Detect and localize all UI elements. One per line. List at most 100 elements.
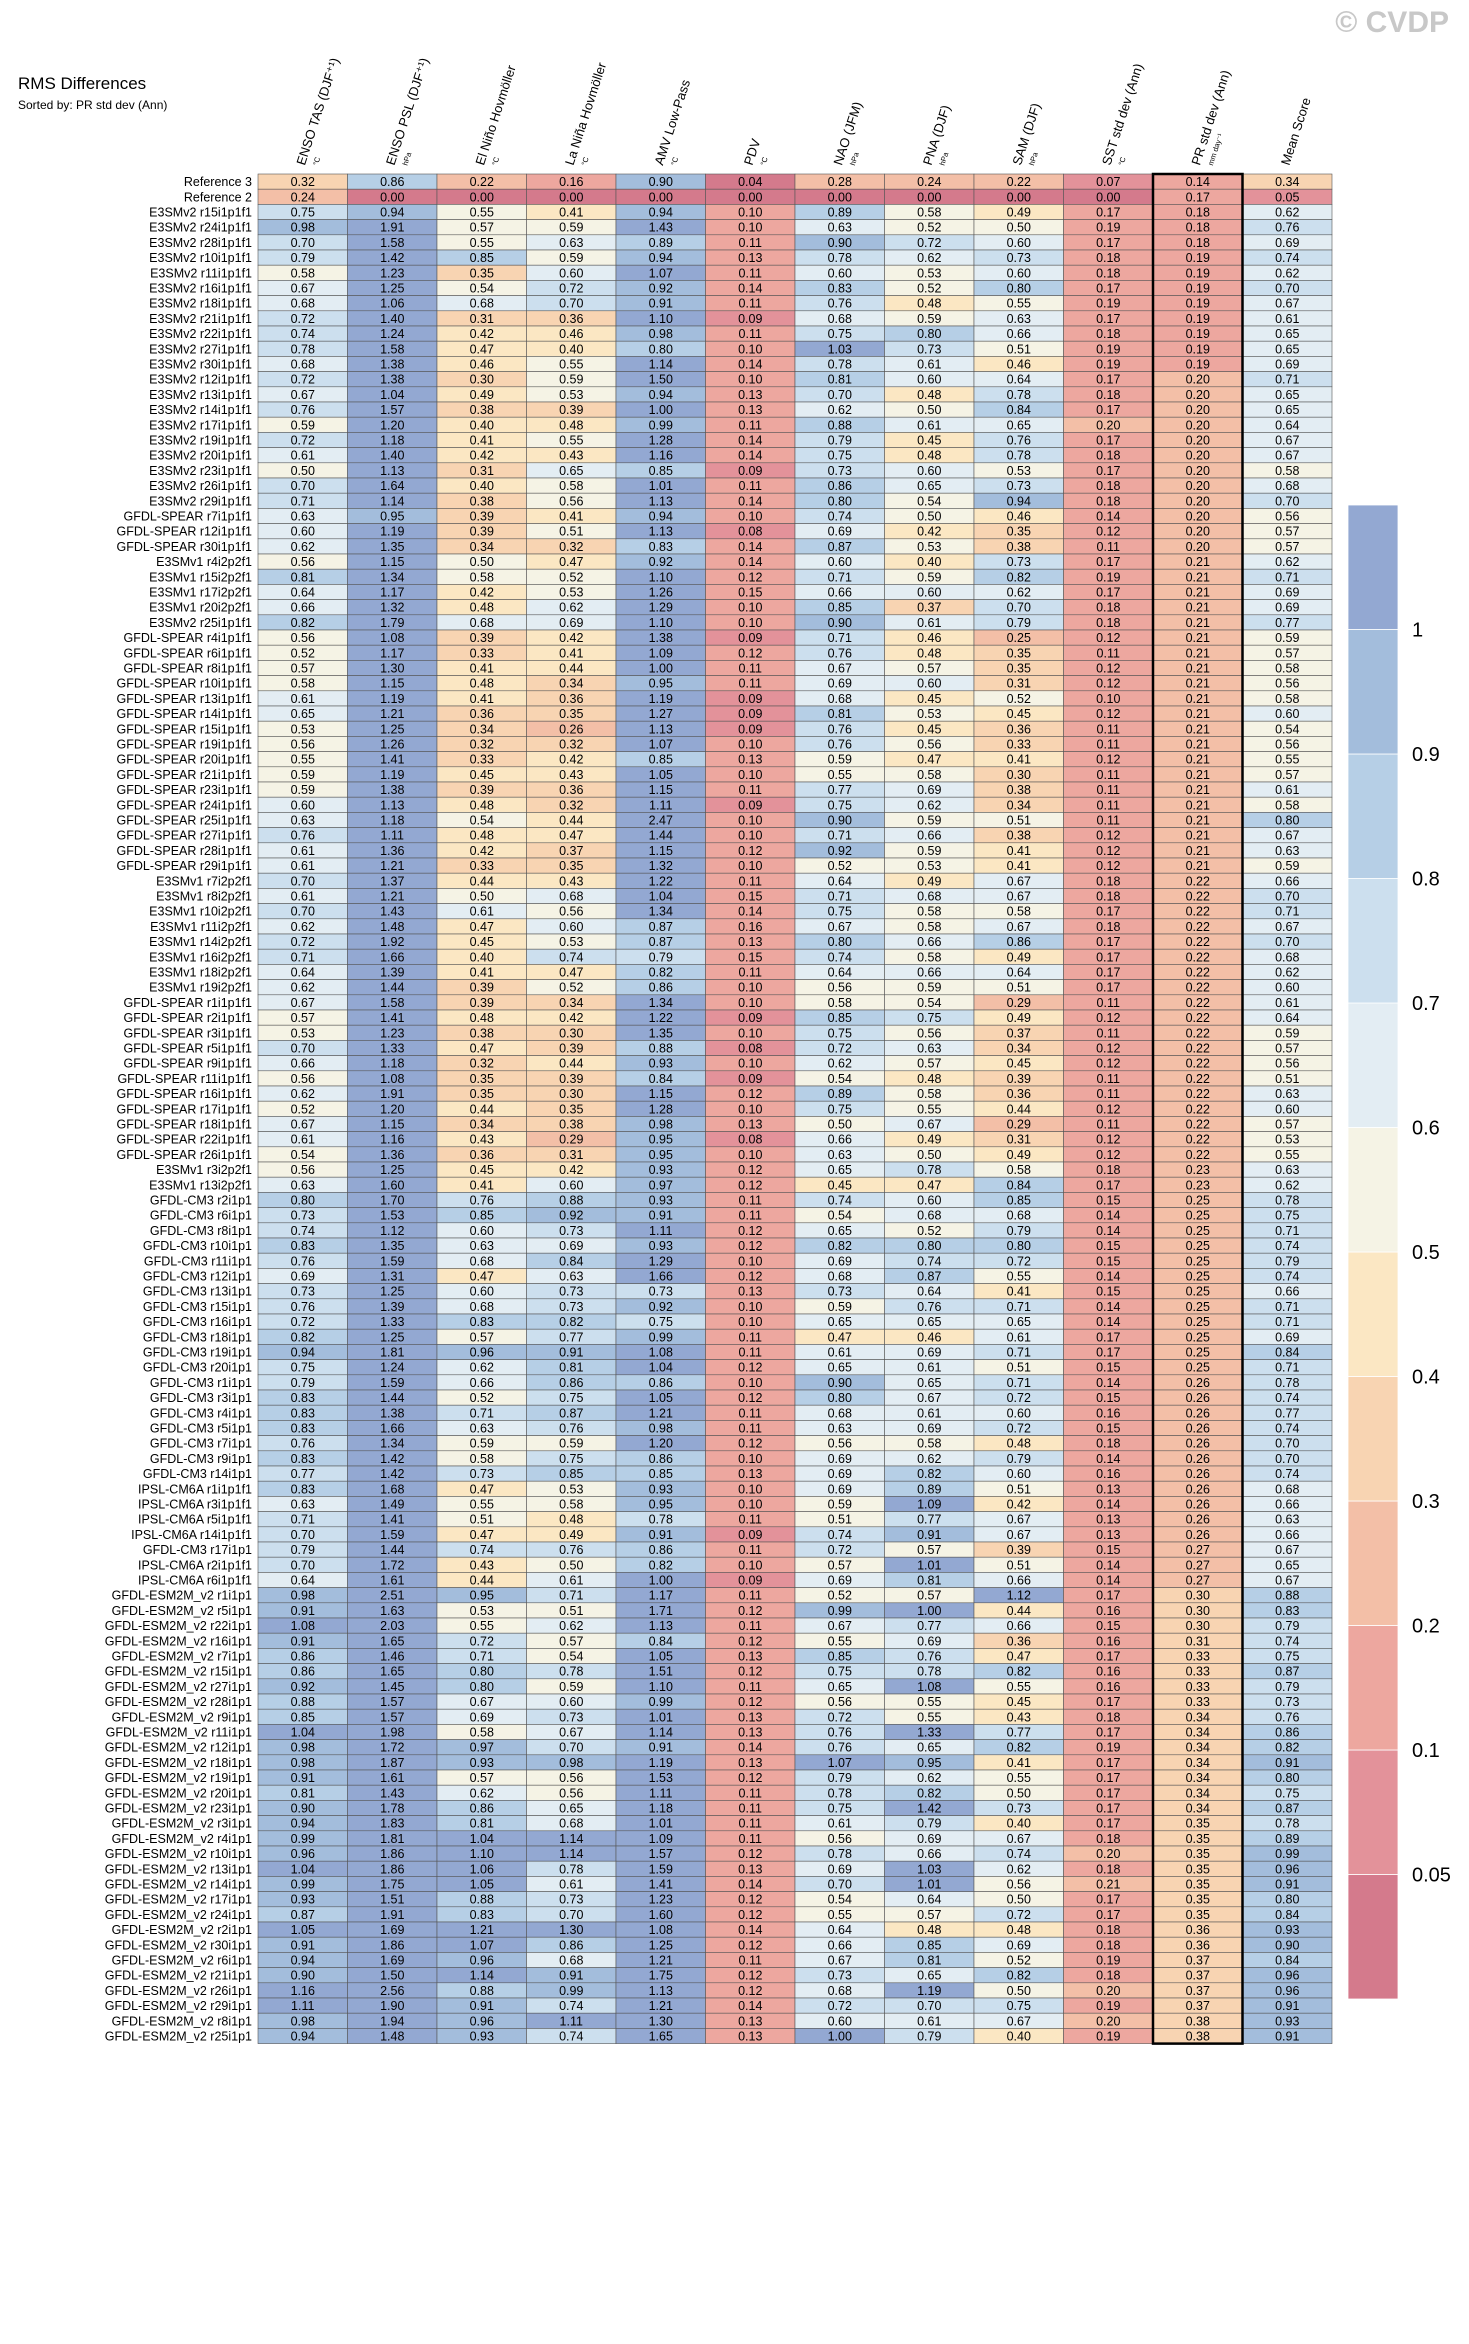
cell-value: 0.74 xyxy=(1275,1634,1299,1648)
cell-value: 0.14 xyxy=(738,1741,762,1755)
cell-value: 0.36 xyxy=(559,312,583,326)
cell-value: 0.16 xyxy=(1096,1680,1120,1694)
row-label: GFDL-CM3 r13i1p1 xyxy=(143,1285,252,1299)
cell-value: 0.53 xyxy=(917,540,941,554)
cell-value: 0.90 xyxy=(828,814,852,828)
cell-value: 0.12 xyxy=(1096,707,1120,721)
cell-value: 0.68 xyxy=(828,312,852,326)
cell-value: 0.72 xyxy=(828,1543,852,1557)
cell-value: 1.40 xyxy=(380,312,404,326)
cell-value: 1.46 xyxy=(380,1650,404,1664)
cell-value: 1.35 xyxy=(380,1239,404,1253)
cell-value: 1.50 xyxy=(380,1969,404,1983)
cell-value: 0.63 xyxy=(1275,844,1299,858)
cell-value: 0.52 xyxy=(828,859,852,873)
cell-value: 0.76 xyxy=(917,1650,941,1664)
cell-value: 0.17 xyxy=(1096,1817,1120,1831)
cell-value: 0.64 xyxy=(1275,1011,1299,1025)
cell-value: 0.91 xyxy=(559,1346,583,1360)
cell-value: 0.54 xyxy=(828,1072,852,1086)
colorbar-tick-label: 0.7 xyxy=(1412,993,1440,1015)
cell-value: 0.25 xyxy=(1186,1224,1210,1238)
cell-value: 1.19 xyxy=(649,1756,673,1770)
cell-value: 0.50 xyxy=(828,1118,852,1132)
cell-value: 0.69 xyxy=(1275,236,1299,250)
cell-value: 0.57 xyxy=(917,1543,941,1557)
cell-value: 0.15 xyxy=(738,890,762,904)
cell-value: 0.65 xyxy=(559,464,583,478)
cell-value: 0.32 xyxy=(559,798,583,812)
cell-value: 0.44 xyxy=(470,1574,494,1588)
cell-value: 0.70 xyxy=(1275,494,1299,508)
row-label: GFDL-SPEAR r5i1p1f1 xyxy=(123,1042,252,1056)
cell-value: 0.76 xyxy=(291,829,315,843)
cell-value: 0.11 xyxy=(739,1680,762,1694)
cell-value: 1.23 xyxy=(649,1893,673,1907)
cell-value: 0.23 xyxy=(1186,1178,1210,1192)
cell-value: 0.38 xyxy=(1007,829,1031,843)
cell-value: 0.62 xyxy=(470,1786,494,1800)
cell-value: 0.17 xyxy=(1096,236,1120,250)
cell-value: 0.19 xyxy=(1096,1999,1120,2013)
cell-value: 0.45 xyxy=(917,722,941,736)
cell-value: 1.35 xyxy=(380,540,404,554)
cell-value: 0.89 xyxy=(828,206,852,220)
cell-value: 1.01 xyxy=(917,1558,941,1572)
cell-value: 0.31 xyxy=(1186,1634,1210,1648)
cell-value: 1.48 xyxy=(380,920,404,934)
cell-value: 0.64 xyxy=(1007,966,1031,980)
cell-value: 0.67 xyxy=(828,1954,852,1968)
cell-value: 0.20 xyxy=(1186,464,1210,478)
cell-value: 0.87 xyxy=(828,540,852,554)
cell-value: 0.60 xyxy=(1275,1102,1299,1116)
cell-value: 0.13 xyxy=(738,753,762,767)
cell-value: 1.42 xyxy=(917,1802,941,1816)
cell-value: 0.51 xyxy=(1007,981,1031,995)
cell-value: 0.57 xyxy=(917,1057,941,1071)
cell-value: 0.12 xyxy=(738,570,762,584)
cell-value: 0.66 xyxy=(1007,1574,1031,1588)
cell-value: 0.86 xyxy=(1007,935,1031,949)
cell-value: 0.66 xyxy=(917,829,941,843)
cell-value: 1.11 xyxy=(381,829,404,843)
cell-value: 0.21 xyxy=(1186,631,1210,645)
cell-value: 0.42 xyxy=(470,449,494,463)
cell-value: 0.63 xyxy=(1275,1163,1299,1177)
cell-value: 0.60 xyxy=(917,464,941,478)
row-label: GFDL-ESM2M_v2 r12i1p1 xyxy=(105,1741,252,1755)
cell-value: 0.11 xyxy=(739,236,762,250)
row-label: GFDL-ESM2M_v2 r24i1p1 xyxy=(105,1908,252,1922)
cell-value: 0.64 xyxy=(291,586,315,600)
cell-value: 1.35 xyxy=(649,1026,673,1040)
cell-value: 1.75 xyxy=(380,1878,404,1892)
cell-value: 0.59 xyxy=(917,814,941,828)
cell-value: 0.55 xyxy=(470,1619,494,1633)
cell-value: 1.33 xyxy=(380,1315,404,1329)
cell-value: 0.64 xyxy=(917,1285,941,1299)
cell-value: 0.59 xyxy=(559,373,583,387)
cell-value: 0.26 xyxy=(1186,1528,1210,1542)
cell-value: 0.79 xyxy=(291,251,315,265)
cell-value: 0.43 xyxy=(470,1558,494,1572)
cell-value: 0.97 xyxy=(649,1178,673,1192)
cell-value: 0.71 xyxy=(559,1589,583,1603)
cell-value: 0.62 xyxy=(1275,555,1299,569)
cell-value: 0.00 xyxy=(559,190,583,204)
cell-value: 1.10 xyxy=(649,570,673,584)
cell-value: 0.25 xyxy=(1186,1330,1210,1344)
cell-value: 0.34 xyxy=(1186,1786,1210,1800)
row-label: GFDL-SPEAR r19i1p1f1 xyxy=(117,738,253,752)
cell-value: 0.86 xyxy=(291,1650,315,1664)
cell-value: 0.63 xyxy=(1007,312,1031,326)
cell-value: 0.34 xyxy=(1186,1741,1210,1755)
cell-value: 0.64 xyxy=(1007,373,1031,387)
cell-value: 0.00 xyxy=(470,190,494,204)
cell-value: 0.74 xyxy=(1275,1391,1299,1405)
cell-value: 0.09 xyxy=(738,692,762,706)
cell-value: 0.47 xyxy=(559,966,583,980)
cell-value: 0.34 xyxy=(1275,175,1299,189)
cell-value: 0.21 xyxy=(1186,829,1210,843)
cell-value: 0.29 xyxy=(559,1133,583,1147)
cell-value: 0.21 xyxy=(1186,768,1210,782)
cell-value: 0.37 xyxy=(1186,1999,1210,2013)
